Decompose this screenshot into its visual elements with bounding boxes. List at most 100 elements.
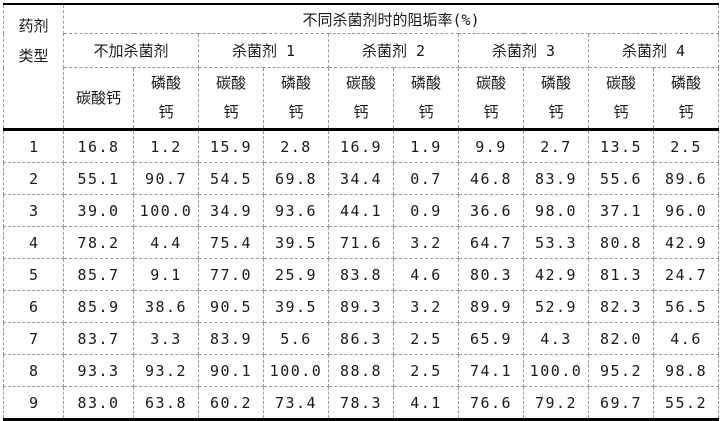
sub-header: 碳酸 钙 <box>328 67 394 131</box>
value-cell: 74.1 <box>458 354 524 387</box>
value-cell: 4.3 <box>523 322 589 355</box>
value-cell: 65.9 <box>458 322 524 355</box>
value-cell: 69.7 <box>588 386 654 420</box>
sub-header: 磷酸 钙 <box>133 67 199 131</box>
value-cell: 34.4 <box>328 162 394 195</box>
value-cell: 9.1 <box>133 258 199 291</box>
value-cell: 82.3 <box>588 290 654 323</box>
value-cell: 89.6 <box>652 162 720 195</box>
corner-header: 药剂 类型 <box>3 3 64 131</box>
value-cell: 54.5 <box>198 162 264 195</box>
value-cell: 39.0 <box>63 194 134 227</box>
value-cell: 82.0 <box>588 322 654 355</box>
value-cell: 3.3 <box>133 322 199 355</box>
header-row-groups: 不加杀菌剂 杀菌剂 1 杀菌剂 2 杀菌剂 3 杀菌剂 4 <box>4 33 720 68</box>
sub-header: 磷酸 钙 <box>523 67 589 131</box>
table-row: 1 16.8 1.2 15.9 2.8 16.9 1.9 9.9 2.7 13.5 2.5 <box>3 129 720 163</box>
sub-header: 碳酸钙 <box>63 67 134 131</box>
value-cell: 76.6 <box>458 386 524 420</box>
table-header: 药剂 类型 不同杀菌剂时的阻垢率(%) 不加杀菌剂 杀菌剂 1 杀菌剂 2 杀菌… <box>3 3 720 131</box>
table-row: 5 85.7 9.1 77.0 25.9 83.8 4.6 80.3 42.9 81.3 24.7 <box>3 258 720 291</box>
row-id-cell: 2 <box>3 162 64 195</box>
row-id-cell: 7 <box>3 322 64 355</box>
value-cell: 85.7 <box>63 258 134 291</box>
value-cell: 85.9 <box>63 290 134 323</box>
value-cell: 2.5 <box>393 354 459 387</box>
header-row-subcolumns: 碳酸钙 磷酸 钙 碳酸 钙 磷酸 钙 碳酸 钙 磷酸 钙 碳酸 钙 磷酸 钙 碳… <box>4 67 720 131</box>
value-cell: 39.5 <box>263 290 329 323</box>
row-id-cell: 5 <box>3 258 64 291</box>
value-cell: 3.2 <box>393 226 459 259</box>
value-cell: 36.6 <box>458 194 524 227</box>
value-cell: 13.5 <box>588 129 654 163</box>
table-row: 8 93.3 93.2 90.1 100.0 88.8 2.5 74.1 100.0 95.2 98… <box>3 354 720 387</box>
value-cell: 100.0 <box>133 194 199 227</box>
value-cell: 96.0 <box>652 194 720 227</box>
value-cell: 80.8 <box>588 226 654 259</box>
value-cell: 9.9 <box>458 129 524 163</box>
table-row: 9 83.0 63.8 60.2 73.4 78.3 4.1 76.6 79.2 69.7 55.2 <box>3 386 720 420</box>
value-cell: 15.9 <box>198 129 264 163</box>
value-cell: 90.7 <box>133 162 199 195</box>
value-cell: 88.8 <box>328 354 394 387</box>
value-cell: 34.9 <box>198 194 264 227</box>
sub-header: 磷酸 钙 <box>263 67 329 131</box>
value-cell: 39.5 <box>263 226 329 259</box>
value-cell: 52.9 <box>523 290 589 323</box>
value-cell: 1.9 <box>393 129 459 163</box>
value-cell: 78.2 <box>63 226 134 259</box>
value-cell: 69.8 <box>263 162 329 195</box>
value-cell: 38.6 <box>133 290 199 323</box>
value-cell: 83.9 <box>523 162 589 195</box>
group-header-bactericide-2: 杀菌剂 2 <box>328 33 459 68</box>
value-cell: 90.5 <box>198 290 264 323</box>
value-cell: 16.9 <box>328 129 394 163</box>
value-cell: 90.1 <box>198 354 264 387</box>
value-cell: 89.3 <box>328 290 394 323</box>
value-cell: 4.1 <box>393 386 459 420</box>
value-cell: 81.3 <box>588 258 654 291</box>
value-cell: 4.6 <box>652 322 720 355</box>
value-cell: 3.2 <box>393 290 459 323</box>
value-cell: 83.8 <box>328 258 394 291</box>
value-cell: 95.2 <box>588 354 654 387</box>
sub-header: 磷酸 钙 <box>652 67 720 131</box>
value-cell: 75.4 <box>198 226 264 259</box>
value-cell: 24.7 <box>652 258 720 291</box>
row-id-cell: 4 <box>3 226 64 259</box>
value-cell: 44.1 <box>328 194 394 227</box>
value-cell: 86.3 <box>328 322 394 355</box>
value-cell: 2.5 <box>652 129 720 163</box>
sub-header: 碳酸 钙 <box>588 67 654 131</box>
value-cell: 89.9 <box>458 290 524 323</box>
table-body: 1 16.8 1.2 15.9 2.8 16.9 1.9 9.9 2.7 13.5 2.5 2 55.1… <box>3 129 720 420</box>
value-cell: 4.4 <box>133 226 199 259</box>
value-cell: 64.7 <box>458 226 524 259</box>
row-id-cell: 9 <box>3 386 64 420</box>
value-cell: 25.9 <box>263 258 329 291</box>
value-cell: 1.2 <box>133 129 199 163</box>
row-id-cell: 3 <box>3 194 64 227</box>
value-cell: 93.3 <box>63 354 134 387</box>
value-cell: 71.6 <box>328 226 394 259</box>
value-cell: 83.9 <box>198 322 264 355</box>
row-id-cell: 8 <box>3 354 64 387</box>
table-row: 4 78.2 4.4 75.4 39.5 71.6 3.2 64.7 53.3 80.8 42.9 <box>3 226 720 259</box>
value-cell: 0.7 <box>393 162 459 195</box>
value-cell: 4.6 <box>393 258 459 291</box>
value-cell: 37.1 <box>588 194 654 227</box>
value-cell: 73.4 <box>263 386 329 420</box>
value-cell: 5.6 <box>263 322 329 355</box>
value-cell: 93.6 <box>263 194 329 227</box>
value-cell: 100.0 <box>523 354 589 387</box>
value-cell: 98.8 <box>652 354 720 387</box>
value-cell: 93.2 <box>133 354 199 387</box>
group-header-bactericide-1: 杀菌剂 1 <box>198 33 329 68</box>
table-row: 6 85.9 38.6 90.5 39.5 89.3 3.2 89.9 52.9 82.3 56.5 <box>3 290 720 323</box>
group-header-bactericide-3: 杀菌剂 3 <box>458 33 589 68</box>
value-cell: 55.1 <box>63 162 134 195</box>
sub-header: 碳酸 钙 <box>198 67 264 131</box>
value-cell: 78.3 <box>328 386 394 420</box>
value-cell: 16.8 <box>63 129 134 163</box>
